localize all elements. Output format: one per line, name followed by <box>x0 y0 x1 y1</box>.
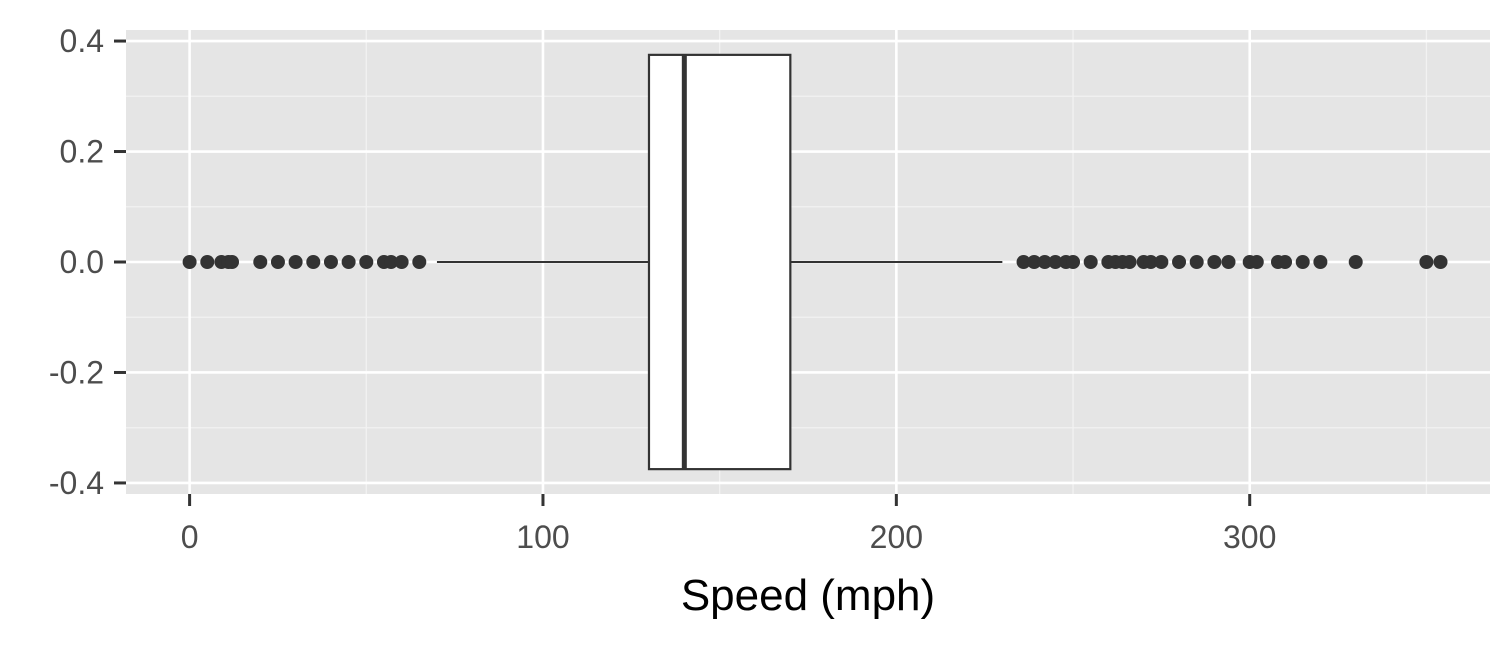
y-tick-label: 0.2 <box>60 134 104 170</box>
outlier-point <box>253 255 268 269</box>
outlier-point <box>1295 255 1310 269</box>
outlier-point <box>1249 255 1264 269</box>
outlier-point <box>1172 255 1187 269</box>
outlier-point <box>1016 255 1031 269</box>
outlier-point <box>1143 255 1158 269</box>
outlier-point <box>1048 255 1063 269</box>
outlier-point <box>200 255 215 269</box>
outlier-point <box>394 255 409 269</box>
outlier-point <box>384 255 399 269</box>
outlier-point <box>1348 255 1363 269</box>
outlier-point <box>1122 255 1137 269</box>
y-tick-label: -0.4 <box>49 465 104 501</box>
outlier-point <box>288 255 303 269</box>
outlier-point <box>1083 255 1098 269</box>
outlier-point <box>270 255 285 269</box>
outlier-point <box>341 255 356 269</box>
y-tick-label: 0.0 <box>60 244 104 280</box>
x-tick-label: 100 <box>516 519 569 555</box>
outlier-point <box>1066 255 1081 269</box>
outlier-point <box>359 255 374 269</box>
x-tick-label: 300 <box>1223 519 1276 555</box>
y-tick-label: 0.4 <box>60 23 104 59</box>
x-tick-label: 0 <box>181 519 199 555</box>
x-axis-title: Speed (mph) <box>681 571 935 620</box>
outlier-point <box>1027 255 1042 269</box>
outlier-point <box>1419 255 1434 269</box>
outlier-point <box>1278 255 1293 269</box>
outlier-point <box>1189 255 1204 269</box>
iqr-box <box>647 53 792 471</box>
outlier-point <box>323 255 338 269</box>
y-tick-label: -0.2 <box>49 354 104 390</box>
outlier-point <box>1313 255 1328 269</box>
outlier-point <box>306 255 321 269</box>
outlier-point <box>412 255 427 269</box>
outlier-point <box>225 255 240 269</box>
outlier-point <box>1207 255 1222 269</box>
outlier-point <box>1433 255 1448 269</box>
outlier-point <box>1221 255 1236 269</box>
outlier-point <box>1037 255 1052 269</box>
outlier-point <box>182 255 197 269</box>
x-tick-label: 200 <box>870 519 923 555</box>
outlier-point <box>1154 255 1169 269</box>
